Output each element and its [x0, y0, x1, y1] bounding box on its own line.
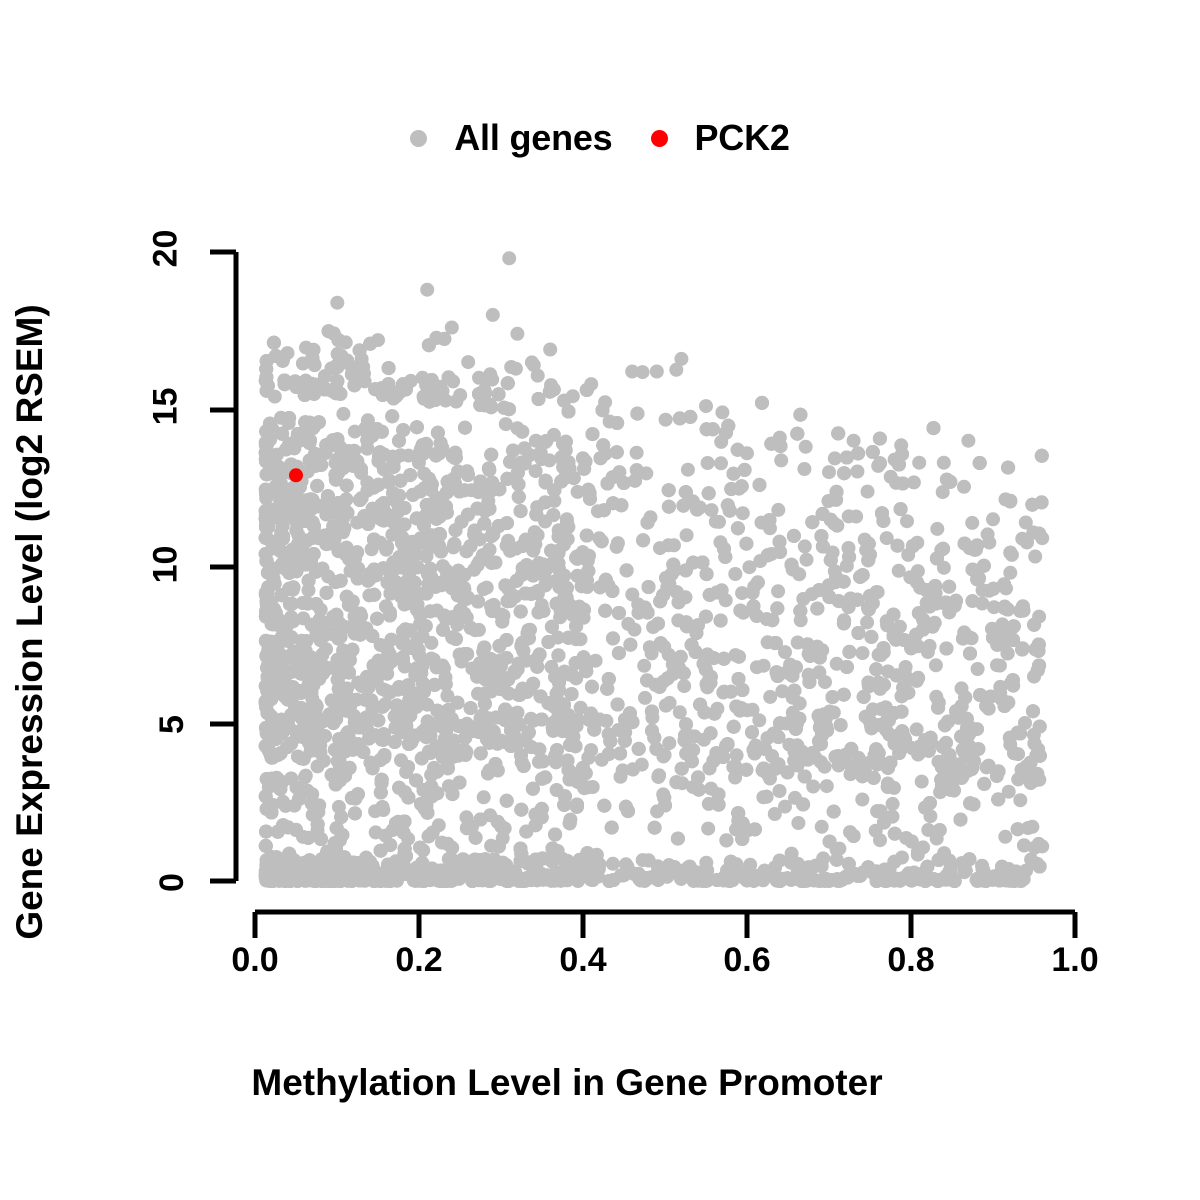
x-tick-label-0-6: 0.6 — [723, 941, 771, 979]
highlight-points-layer — [289, 468, 303, 483]
x-tick-label-0-8: 0.8 — [887, 941, 935, 979]
legend-marker-red-circle-icon — [650, 129, 668, 147]
legend-label-all-genes: All genes — [454, 117, 613, 158]
x-axis-title: Methylation Level in Gene Promoter — [0, 1062, 1200, 1104]
highlighted-point-pck2 — [289, 468, 303, 483]
legend-item-all-genes: All genes — [410, 117, 613, 159]
x-axis-title-text: Methylation Level in Gene Promoter — [251, 1062, 883, 1103]
legend-item-pck2: PCK2 — [650, 117, 790, 159]
x-tick-label-0-2: 0.2 — [395, 941, 443, 979]
legend-marker-gray-circle-icon — [410, 129, 428, 147]
data-points-layer — [258, 251, 1050, 888]
legend-label-pck2: PCK2 — [694, 117, 790, 158]
x-tick-label-1: 1.0 — [1051, 941, 1099, 979]
x-tick-label-0: 0.0 — [231, 941, 279, 979]
axis-lines — [210, 249, 1078, 938]
x-tick-label-0-4: 0.4 — [559, 941, 607, 979]
chart-legend: All genes PCK2 — [0, 108, 1200, 168]
